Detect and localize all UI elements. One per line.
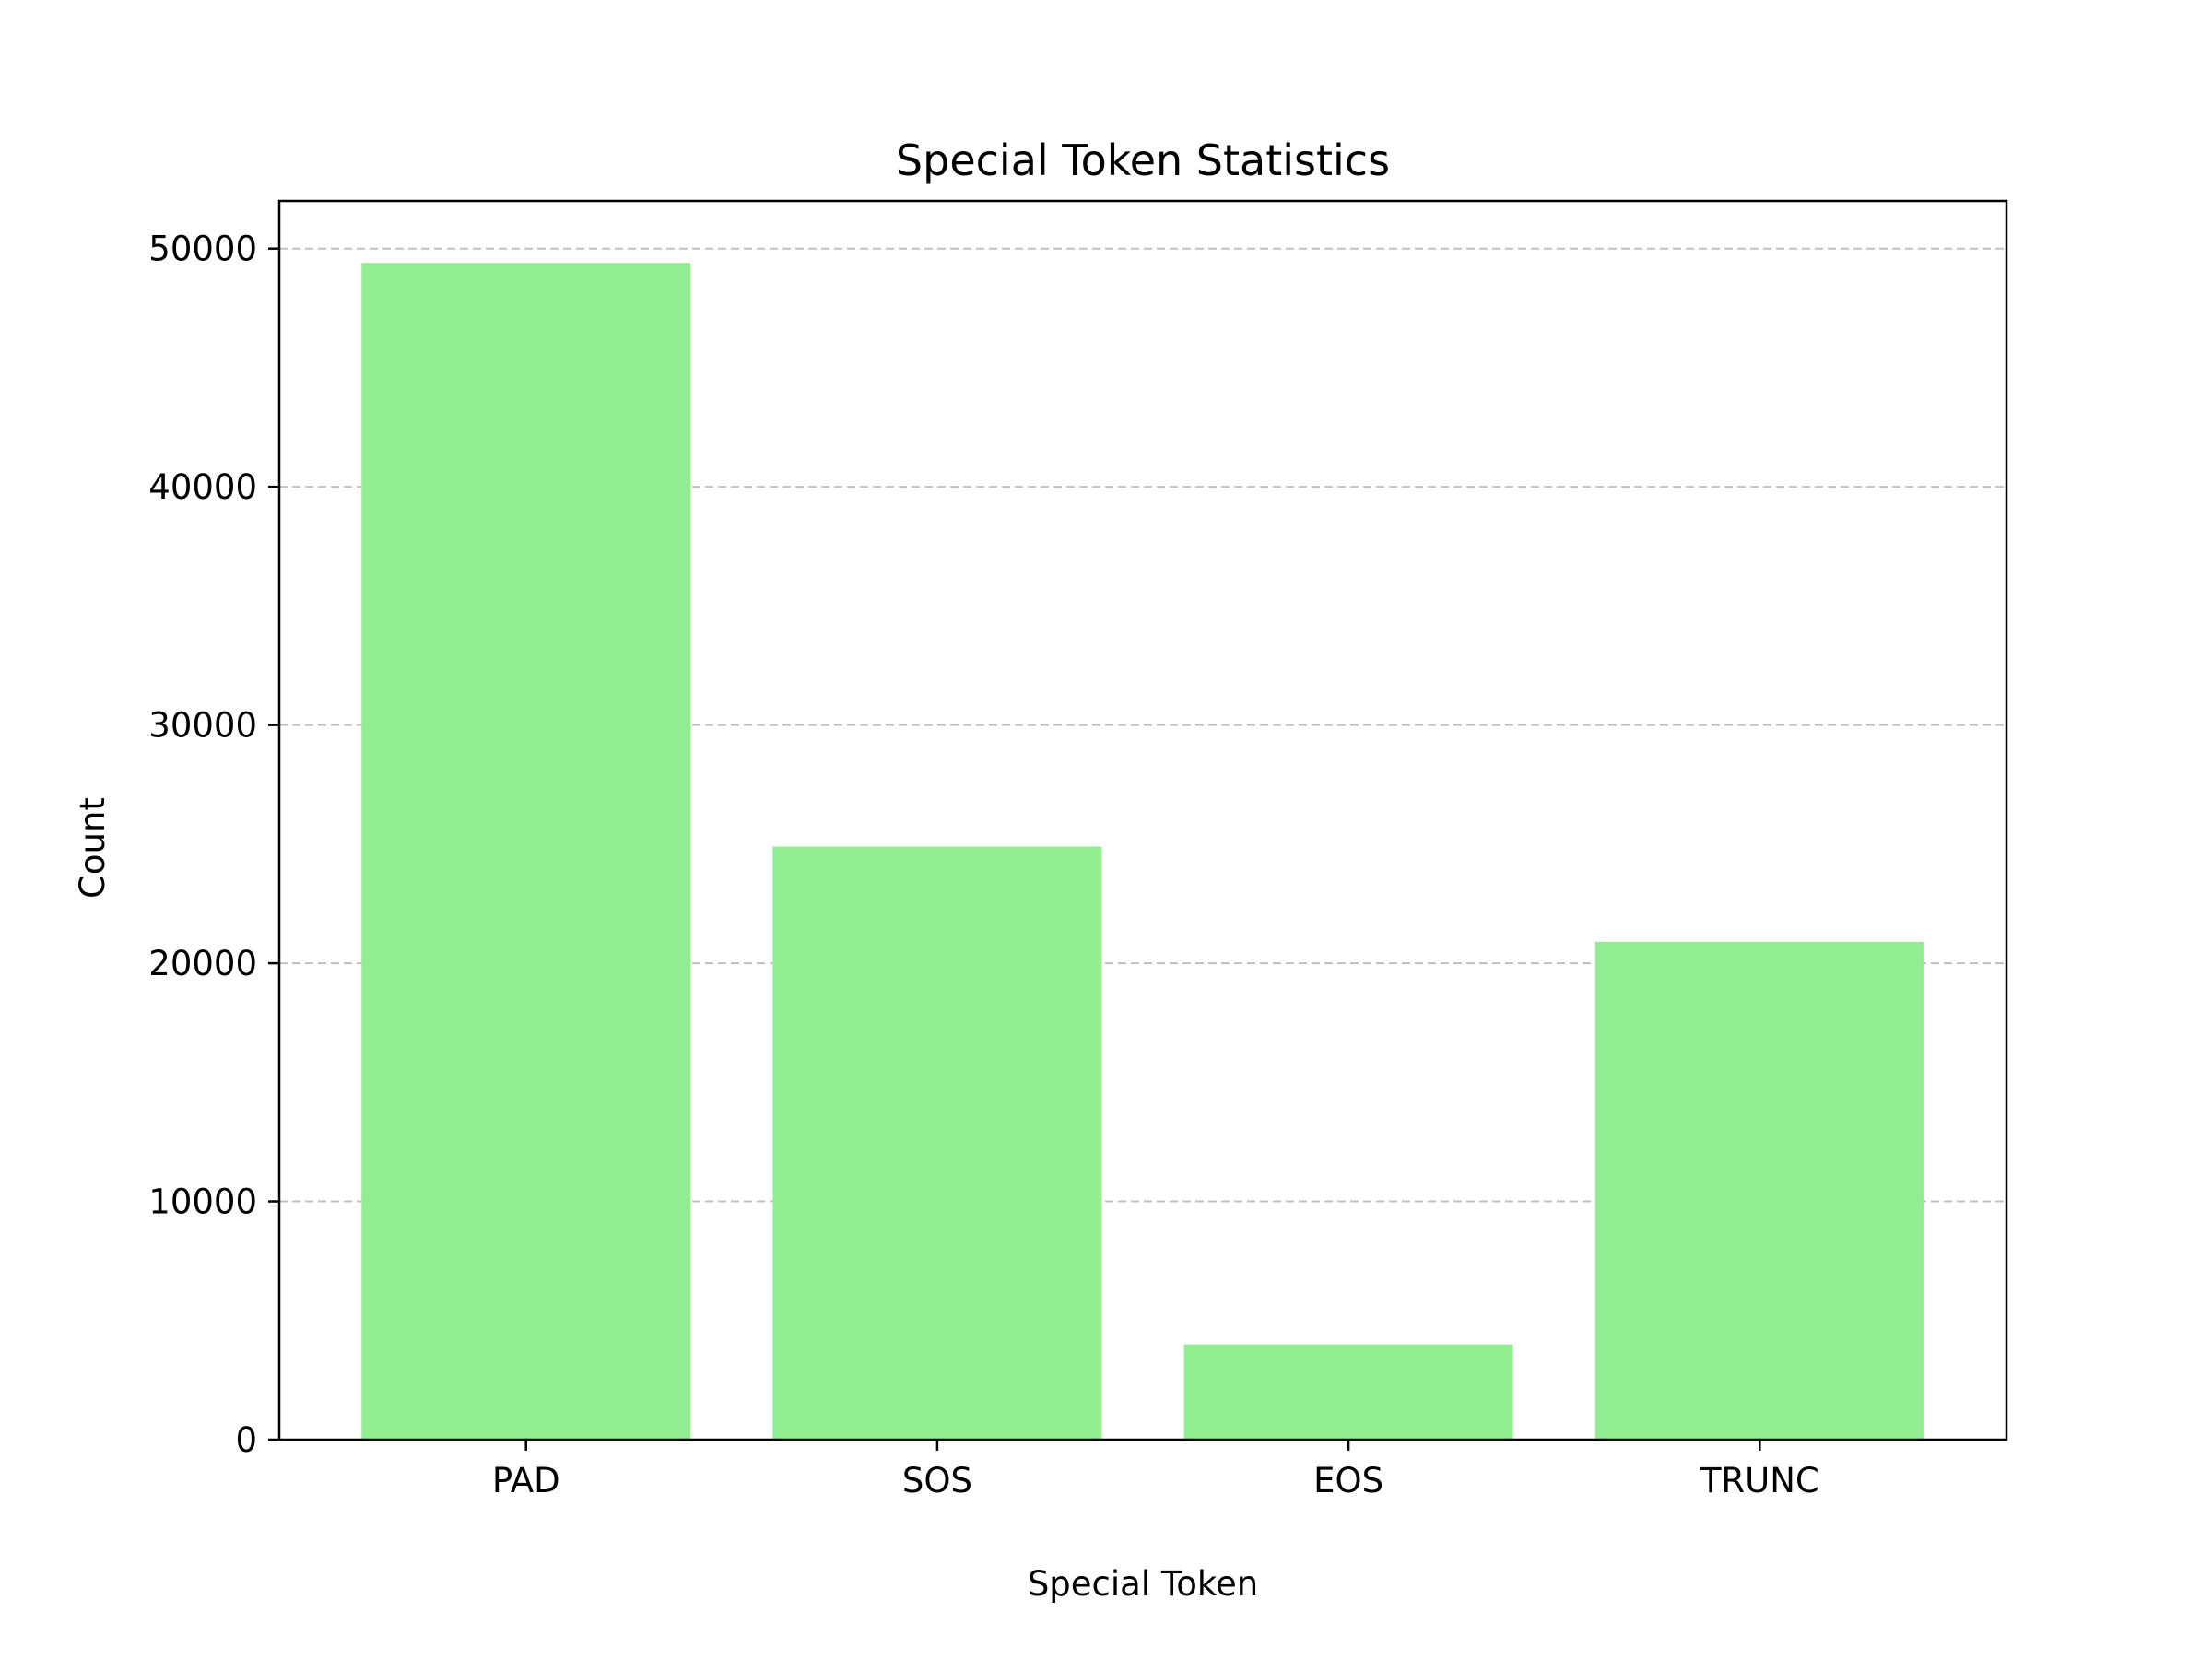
y-tick-label: 30000 xyxy=(148,706,257,746)
bar-eos xyxy=(1183,1344,1513,1440)
y-tick-label: 0 xyxy=(235,1420,257,1460)
x-axis-label: Special Token xyxy=(1028,1564,1258,1604)
x-tick-label: EOS xyxy=(1313,1461,1383,1500)
bar-pad xyxy=(361,263,691,1441)
y-axis-label: Count xyxy=(73,797,112,899)
y-tick-label: 50000 xyxy=(148,229,257,269)
bars xyxy=(361,263,1924,1441)
plot-frame xyxy=(277,199,2008,1441)
y-tick-label: 20000 xyxy=(148,944,257,983)
bar-sos xyxy=(772,846,1102,1440)
bar-trunc xyxy=(1594,941,1924,1440)
y-axis-ticks: 0 10000 20000 30000 40000 50000 xyxy=(148,229,279,1460)
x-tick-label: TRUNC xyxy=(1700,1461,1819,1500)
chart-title: Special Token Statistics xyxy=(896,135,1390,185)
y-tick-label: 10000 xyxy=(148,1182,257,1222)
x-tick-label: PAD xyxy=(492,1461,560,1500)
x-tick-label: SOS xyxy=(902,1461,972,1500)
x-axis-ticks: PAD SOS EOS TRUNC xyxy=(492,1440,1819,1500)
y-tick-label: 40000 xyxy=(148,467,257,507)
